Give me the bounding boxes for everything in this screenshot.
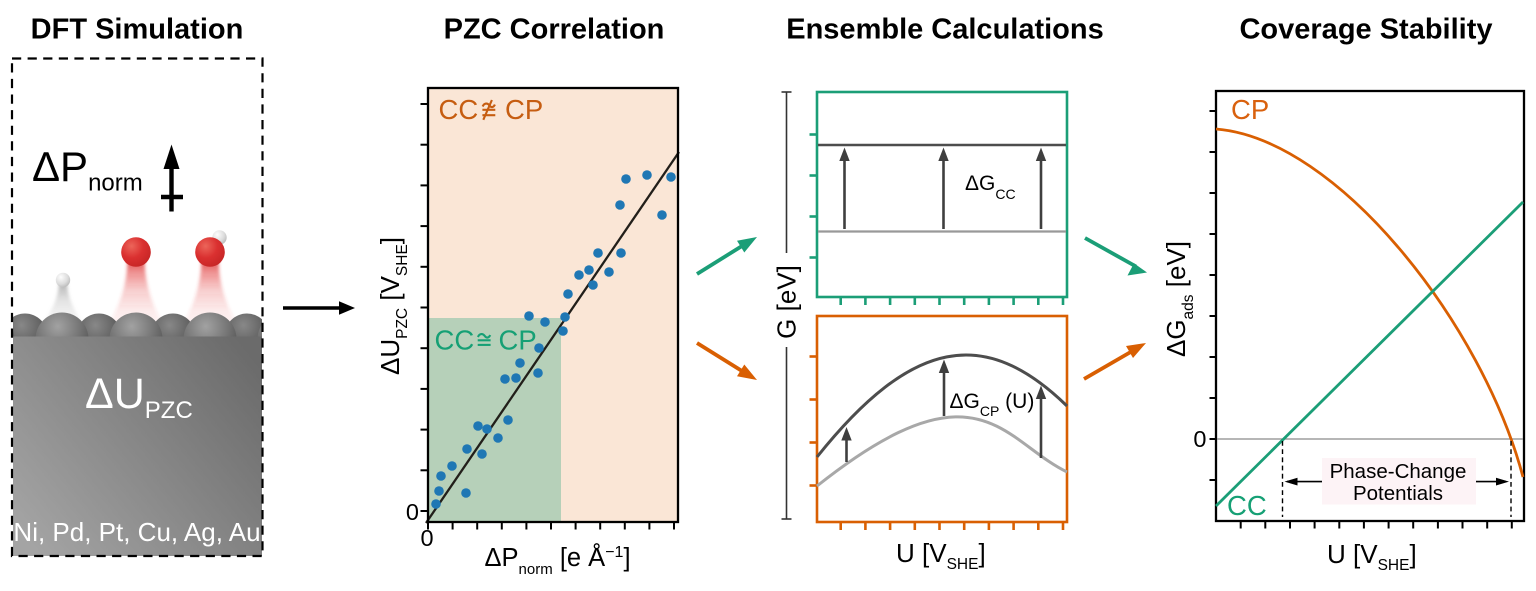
svg-text:ΔPnorm [e Å−1]: ΔPnorm [e Å−1]	[485, 542, 631, 578]
svg-text:PZC Correlation: PZC Correlation	[444, 14, 665, 46]
svg-text:U [VSHE]: U [VSHE]	[896, 538, 986, 573]
svg-text:CC: CC	[439, 94, 479, 125]
svg-text:Phase-Change: Phase-Change	[1330, 460, 1467, 483]
svg-text:0: 0	[420, 525, 433, 551]
svg-text:G [eV]: G [eV]	[772, 265, 802, 339]
svg-text:Potentials: Potentials	[1353, 482, 1443, 505]
svg-text:ΔUPZC [VSHE]: ΔUPZC [VSHE]	[375, 237, 411, 375]
svg-text:CP: CP	[505, 94, 543, 125]
svg-text:Ni, Pd, Pt, Cu, Ag, Au: Ni, Pd, Pt, Cu, Ag, Au	[13, 517, 260, 547]
svg-text:0: 0	[1193, 426, 1206, 452]
svg-text:ΔPnorm: ΔPnorm	[32, 143, 143, 197]
svg-text:ΔGads [eV]: ΔGads [eV]	[1161, 241, 1197, 357]
svg-text:CC: CC	[435, 325, 475, 356]
svg-text:DFT Simulation: DFT Simulation	[31, 14, 244, 46]
svg-text:0: 0	[406, 499, 419, 525]
svg-text:Coverage Stability: Coverage Stability	[1239, 14, 1492, 46]
svg-text:CC: CC	[1227, 490, 1267, 521]
svg-text:Ensemble Calculations: Ensemble Calculations	[786, 14, 1104, 46]
svg-text:CP: CP	[1231, 94, 1269, 125]
svg-text:U [VSHE]: U [VSHE]	[1327, 539, 1417, 574]
svg-text:CP: CP	[499, 325, 537, 356]
